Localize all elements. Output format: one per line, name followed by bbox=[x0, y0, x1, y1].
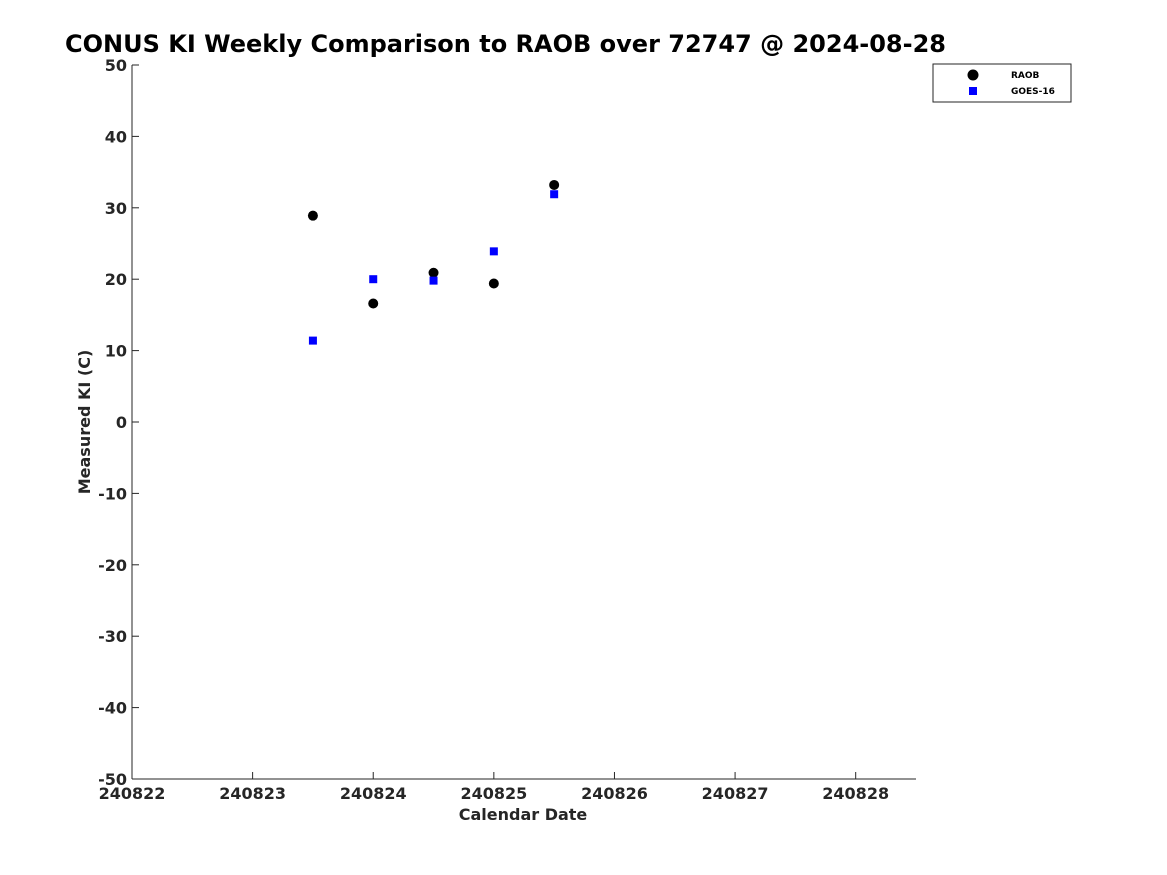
ticks: 240822 240823 240824 240825 240826 240827 2408… bbox=[98, 56, 889, 803]
legend: RAOB GOES-16 bbox=[932, 63, 1072, 103]
y-tick-label: 20 bbox=[105, 270, 127, 289]
y-tick-label: -30 bbox=[98, 627, 127, 646]
y-tick-label: 0 bbox=[116, 413, 127, 432]
x-tick-label: 240825 bbox=[460, 784, 527, 803]
x-axis-label: Calendar Date bbox=[459, 805, 588, 824]
y-tick-label: 30 bbox=[105, 199, 127, 218]
data-points bbox=[307, 179, 560, 345]
x-tick-label: 240827 bbox=[702, 784, 769, 803]
goes16-point bbox=[308, 336, 317, 345]
goes16-point bbox=[429, 276, 438, 285]
raob-point bbox=[368, 298, 379, 309]
y-tick-label: 50 bbox=[105, 56, 127, 75]
raob-point bbox=[488, 278, 499, 289]
legend-box bbox=[932, 63, 1072, 103]
y-tick-label: -20 bbox=[98, 556, 127, 575]
goes16-point bbox=[550, 190, 559, 199]
axes bbox=[131, 65, 916, 780]
raob-point bbox=[428, 267, 439, 278]
legend-label: RAOB bbox=[1011, 71, 1040, 81]
raob-point bbox=[307, 210, 318, 221]
legend-goes16-marker bbox=[969, 87, 977, 95]
x-tick-label: 240826 bbox=[581, 784, 648, 803]
legend-raob-marker bbox=[967, 69, 979, 81]
y-tick-label: -10 bbox=[98, 484, 127, 503]
x-tick-label: 240828 bbox=[822, 784, 889, 803]
y-tick-label: -50 bbox=[98, 770, 127, 789]
y-axis-label: Measured KI (C) bbox=[75, 350, 94, 495]
legend-label: GOES-16 bbox=[1011, 87, 1055, 97]
y-tick-label: 10 bbox=[105, 342, 127, 361]
x-tick-label: 240824 bbox=[340, 784, 407, 803]
x-tick-label: 240822 bbox=[99, 784, 166, 803]
y-tick-label: -40 bbox=[98, 699, 127, 718]
raob-point bbox=[549, 179, 560, 190]
y-tick-label: 40 bbox=[105, 127, 127, 146]
chart-title: CONUS KI Weekly Comparison to RAOB over … bbox=[65, 30, 946, 58]
x-tick-label: 240823 bbox=[219, 784, 286, 803]
goes16-point bbox=[369, 275, 378, 284]
goes16-point bbox=[489, 247, 498, 256]
